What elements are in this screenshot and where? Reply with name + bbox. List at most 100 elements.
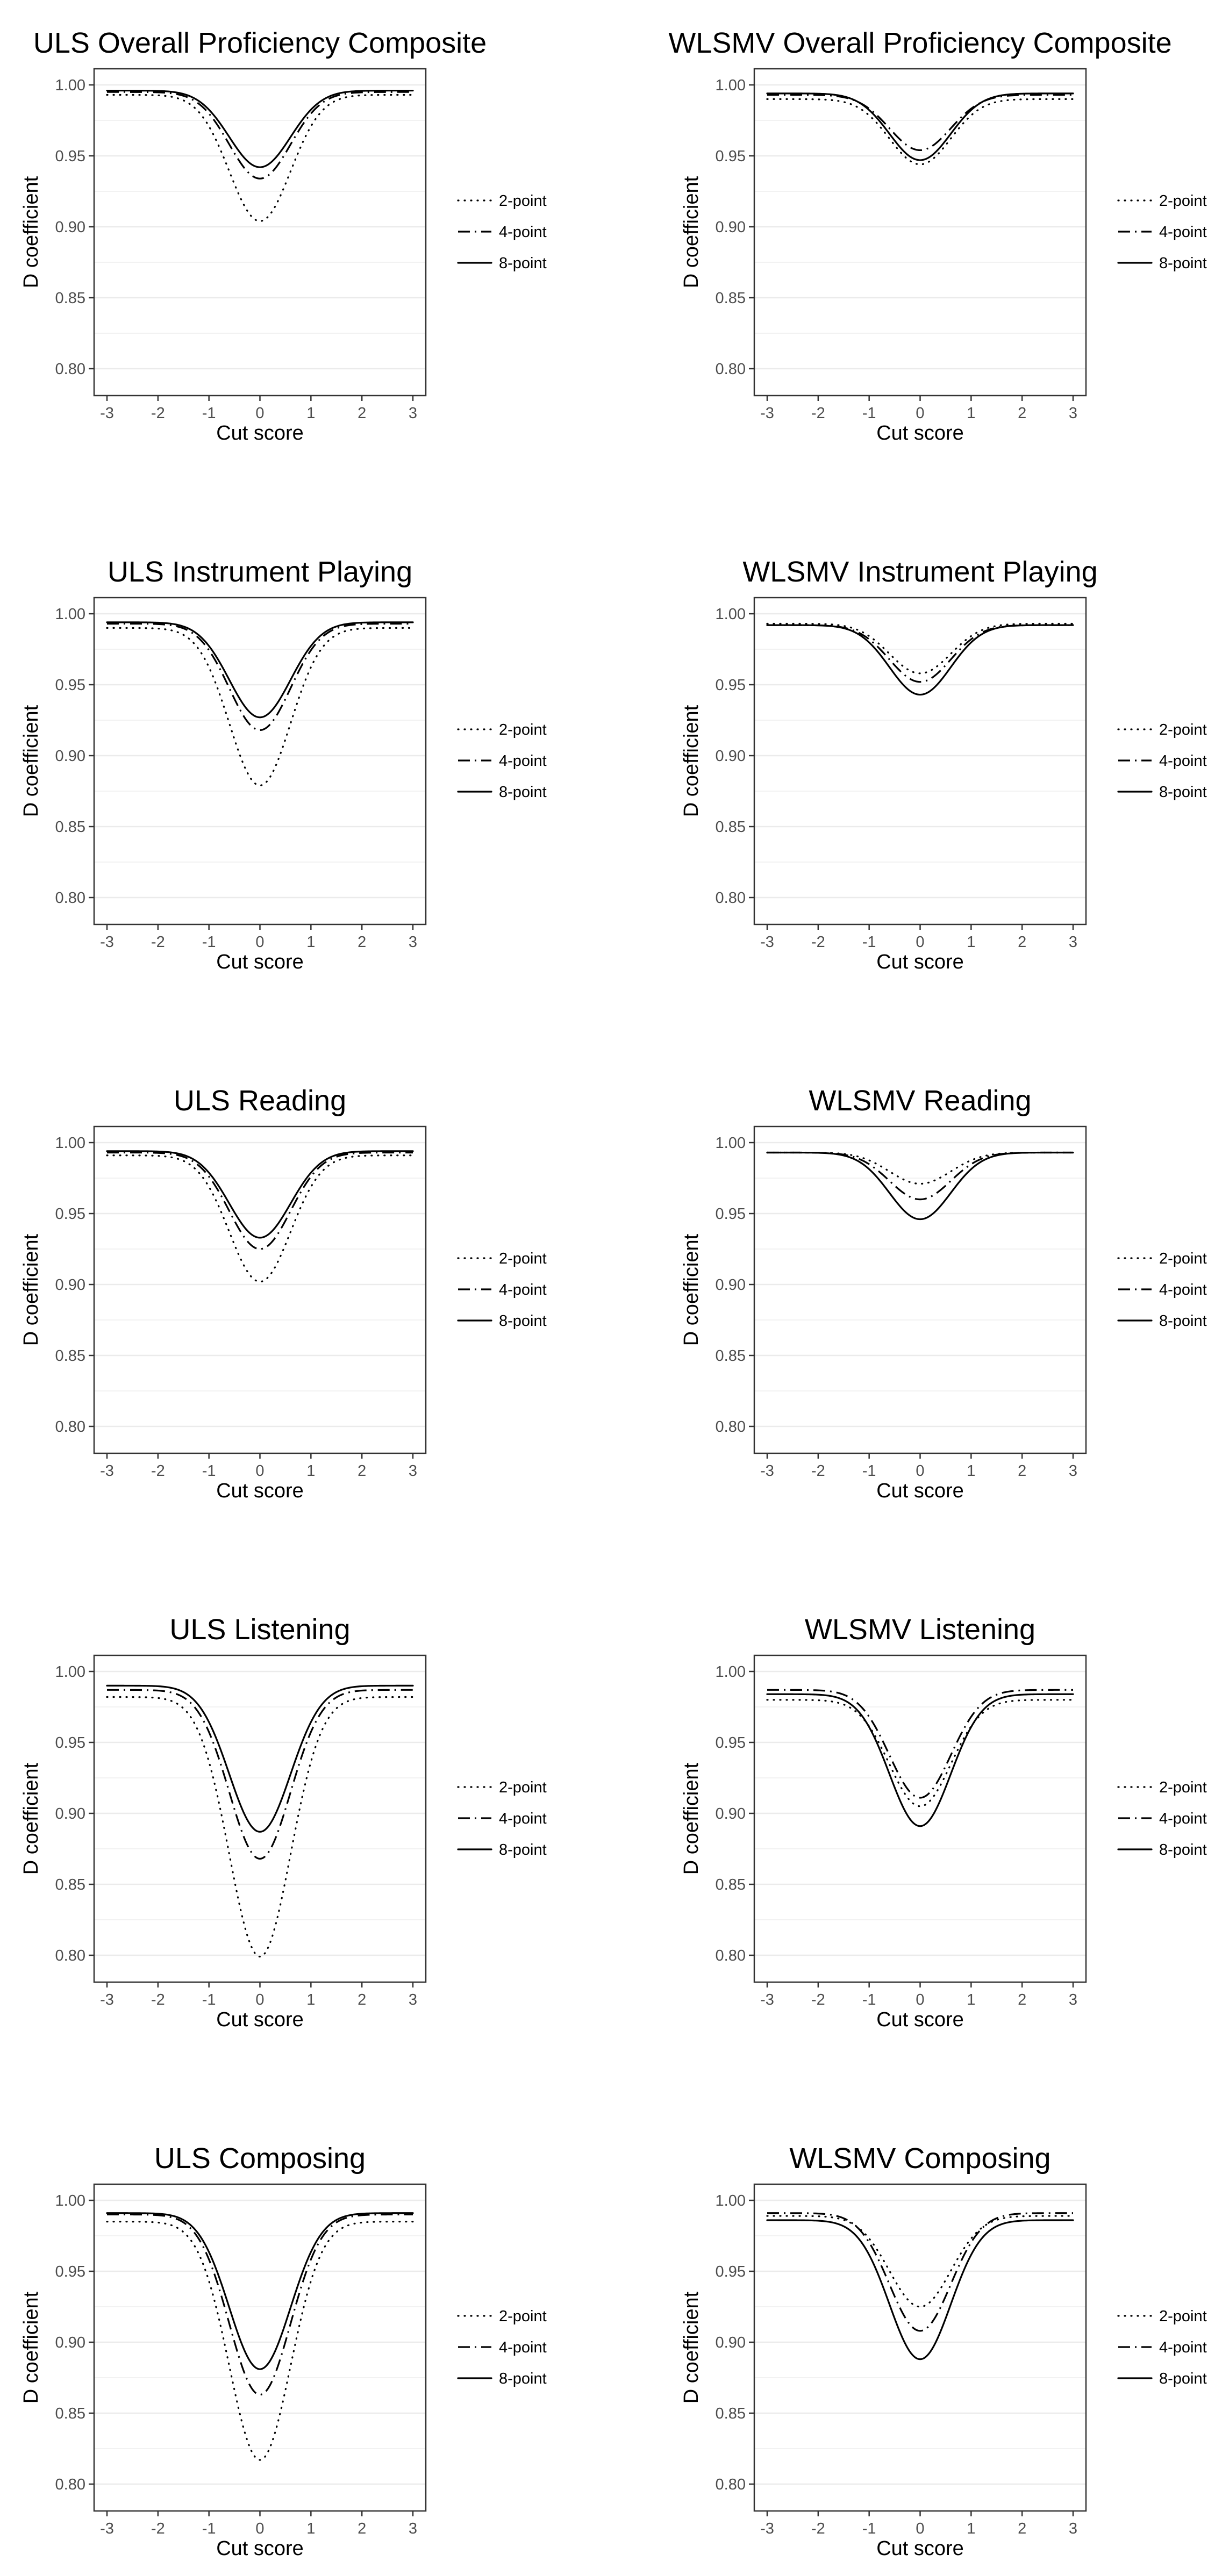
y-tick-label: 0.90 xyxy=(55,2334,85,2351)
x-tick-label: -1 xyxy=(202,1462,216,1480)
y-tick-label: 0.95 xyxy=(716,2263,746,2280)
chart-title: ULS Listening xyxy=(169,1613,350,1646)
y-tick-label: 0.85 xyxy=(716,1347,746,1365)
y-tick-label: 1.00 xyxy=(55,1663,85,1681)
legend-label-2-point: 2-point xyxy=(499,721,547,738)
y-tick-label: 0.95 xyxy=(55,148,85,165)
y-tick-label: 0.95 xyxy=(55,677,85,694)
x-tick-label: 3 xyxy=(1069,934,1077,951)
y-tick-label: 0.95 xyxy=(716,1206,746,1223)
chart-uls-instrument-playing: ULS Instrument Playing 0.80 0.85 0.90 0.95 1.… xyxy=(20,556,547,973)
x-tick-label: 2 xyxy=(358,405,366,422)
x-tick-label: -1 xyxy=(202,934,216,951)
x-tick-label: 3 xyxy=(1069,2520,1077,2537)
y-tick-label: 0.80 xyxy=(716,1947,746,1964)
y-axis-label: D coefficient xyxy=(680,1233,703,1346)
y-tick-label: 1.00 xyxy=(716,606,746,623)
x-axis-label: Cut score xyxy=(876,2008,964,2031)
x-tick-label: 0 xyxy=(255,2520,264,2537)
y-tick-label: 0.85 xyxy=(55,290,85,307)
y-tick-label: 0.80 xyxy=(716,2476,746,2493)
series-line-2-point xyxy=(106,1696,414,1958)
x-axis-label: Cut score xyxy=(216,422,304,444)
legend-label-4-point: 4-point xyxy=(499,752,547,770)
x-tick-label: -1 xyxy=(202,1991,216,2008)
legend-label-8-point: 8-point xyxy=(499,784,547,801)
x-tick-label: 2 xyxy=(1018,405,1026,422)
x-tick-label: -2 xyxy=(151,1991,165,2008)
legend-label-8-point: 8-point xyxy=(1159,255,1207,272)
y-tick-label: 0.80 xyxy=(716,1418,746,1436)
x-tick-label: 0 xyxy=(255,1991,264,2008)
series-line-8-point xyxy=(766,624,1074,696)
chart-title: WLSMV Reading xyxy=(809,1085,1031,1117)
x-tick-label: 0 xyxy=(255,405,264,422)
chart-wlsmv-listening: WLSMV Listening 0.80 0.85 0.90 0.95 1.00 -3 -2 -… xyxy=(680,1613,1207,2031)
y-axis-label: D coefficient xyxy=(680,1762,703,1875)
y-axis-label: D coefficient xyxy=(20,1762,42,1875)
panel-border xyxy=(93,597,427,925)
y-tick-label: 0.90 xyxy=(716,219,746,236)
y-tick-label: 1.00 xyxy=(716,1663,746,1681)
y-tick-label: 0.80 xyxy=(55,2476,85,2493)
x-tick-label: 3 xyxy=(409,405,417,422)
x-tick-label: 2 xyxy=(1018,934,1026,951)
legend-label-4-point: 4-point xyxy=(1159,1281,1207,1298)
series-line-4-point xyxy=(767,1689,1073,1799)
y-tick-label: 0.80 xyxy=(55,361,85,378)
x-tick-label: 0 xyxy=(255,1462,264,1480)
chart-title: WLSMV Listening xyxy=(805,1613,1035,1646)
legend-label-2-point: 2-point xyxy=(1159,2308,1207,2325)
x-tick-label: 1 xyxy=(306,1991,315,2008)
x-tick-label: 0 xyxy=(916,1462,924,1480)
legend-label-4-point: 4-point xyxy=(499,1281,547,1298)
x-tick-label: 1 xyxy=(306,2520,315,2537)
y-axis-label: D coefficient xyxy=(680,705,703,817)
legend-label-8-point: 8-point xyxy=(499,2370,547,2387)
x-tick-label: -1 xyxy=(202,2520,216,2537)
x-tick-label: -2 xyxy=(811,1991,825,2008)
y-tick-label: 1.00 xyxy=(716,2192,746,2209)
chart-wlsmv-composing: WLSMV Composing 0.80 0.85 0.90 0.95 1.00 -3 -2 -… xyxy=(680,2142,1207,2560)
x-tick-label: 3 xyxy=(409,934,417,951)
series-line-2-point xyxy=(106,94,414,223)
x-axis-label: Cut score xyxy=(216,2008,304,2031)
y-axis-label: D coefficient xyxy=(680,2291,703,2403)
x-axis-label: Cut score xyxy=(216,951,304,973)
legend-label-8-point: 8-point xyxy=(499,1312,547,1330)
x-tick-label: 2 xyxy=(358,934,366,951)
legend-label-2-point: 2-point xyxy=(1159,1250,1207,1267)
legend-label-8-point: 8-point xyxy=(499,1841,547,1859)
series-line-4-point xyxy=(107,622,413,731)
y-tick-label: 0.80 xyxy=(55,1947,85,1964)
series-line-2-point xyxy=(766,1151,1074,1185)
series-line-8-point xyxy=(766,1151,1074,1221)
y-tick-label: 0.80 xyxy=(716,889,746,907)
series-line-2-point xyxy=(766,622,1074,675)
x-tick-label: -1 xyxy=(202,405,216,422)
x-tick-label: 3 xyxy=(409,1991,417,2008)
series-line-4-point xyxy=(107,91,413,180)
x-tick-label: 1 xyxy=(967,1991,975,2008)
y-tick-label: 0.85 xyxy=(55,2405,85,2422)
series-line-8-point xyxy=(106,1684,414,1833)
series-line-2-point xyxy=(106,627,414,787)
legend-label-8-point: 8-point xyxy=(499,255,547,272)
y-tick-label: 0.80 xyxy=(55,889,85,907)
x-axis-label: Cut score xyxy=(876,951,964,973)
legend-label-4-point: 4-point xyxy=(1159,752,1207,770)
y-tick-label: 0.90 xyxy=(716,1805,746,1822)
legend-label-2-point: 2-point xyxy=(499,192,547,210)
y-tick-label: 0.95 xyxy=(55,1734,85,1752)
series-line-8-point xyxy=(106,2212,414,2370)
x-tick-label: -2 xyxy=(151,2520,165,2537)
x-tick-label: 3 xyxy=(1069,1462,1077,1480)
x-tick-label: -3 xyxy=(100,1991,114,2008)
x-tick-label: 2 xyxy=(358,1462,366,1480)
series-line-2-point xyxy=(106,2221,414,2461)
x-tick-label: 1 xyxy=(306,934,315,951)
x-tick-label: -2 xyxy=(811,1462,825,1480)
x-tick-label: -3 xyxy=(760,405,774,422)
y-tick-label: 0.85 xyxy=(55,1876,85,1893)
y-tick-label: 1.00 xyxy=(55,606,85,623)
